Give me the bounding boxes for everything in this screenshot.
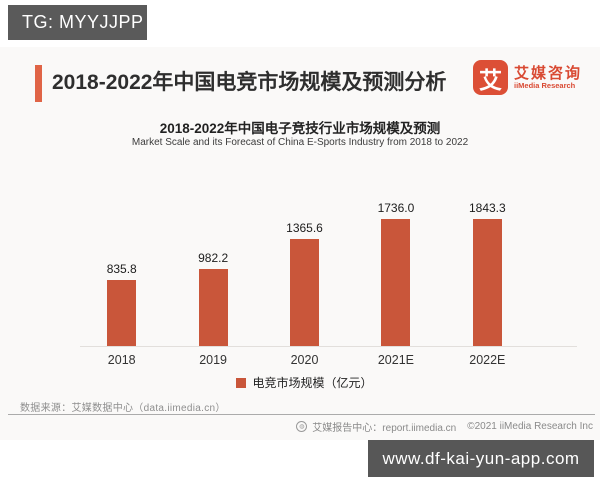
watermark-badge: www.df-kai-yun-app.com: [368, 440, 594, 477]
chart-title: 2018-2022年中国电子竞技行业市场规模及预测: [159, 121, 441, 136]
page-title-row: 2018-2022年中国电竞市场规模及预测分析: [35, 62, 446, 104]
iimedia-logo: 艾 艾媒咨询 iiMedia Research: [472, 60, 582, 95]
bar: [472, 219, 502, 346]
footer-divider: [8, 414, 595, 415]
chart-plot: 835.8 982.2 1365.6 1736.0 1843.3: [76, 201, 533, 346]
title-accent-bar: [35, 65, 42, 102]
x-axis-tick-label: 2018: [107, 353, 136, 367]
x-axis-tick-label: 2021E: [377, 353, 414, 367]
bar-value-label: 835.8: [106, 262, 137, 276]
report-center-text: 艾媒报告中心：report.iimedia.cn: [312, 423, 457, 434]
x-axis-tick-label: 2022E: [469, 353, 506, 367]
chart-legend: 电竞市场规模（亿元）: [76, 374, 533, 391]
bar-group-2021E: 1736.0: [350, 201, 441, 346]
bar-group-2019: 982.2: [167, 201, 258, 346]
x-axis-line: [80, 346, 577, 347]
chart-subtitle: Market Scale and its Forecast of China E…: [131, 137, 469, 148]
globe-icon: ◍: [296, 421, 308, 432]
iimedia-logo-name-cn: 艾媒咨询: [513, 64, 582, 82]
iimedia-logo-text: 艾媒咨询 iiMedia Research: [514, 65, 582, 91]
bar-value-label: 1843.3: [468, 201, 506, 215]
copyright-text: ©2021 iiMedia Research Inc: [467, 421, 593, 432]
bar-value-label: 1365.6: [286, 221, 323, 235]
x-axis-tick-label: 2020: [290, 353, 319, 367]
bar: [381, 219, 411, 346]
bar-value-label: 1736.0: [377, 201, 415, 215]
bar: [198, 269, 228, 346]
iimedia-logo-icon: 艾: [472, 60, 508, 95]
bar-group-2020: 1365.6: [259, 201, 350, 346]
bar: [107, 280, 137, 346]
footer-report-info: ◍ 艾媒报告中心：report.iimedia.cn ©2021 iiMedia…: [296, 419, 593, 434]
x-axis-labels: 2018 2019 2020 2021E 2022E: [76, 353, 533, 367]
tg-contact-text: TG: MYYJJPP: [22, 12, 144, 32]
watermark-url: www.df-kai-yun-app.com: [382, 448, 580, 468]
x-axis-tick-label: 2019: [199, 353, 228, 367]
bar-group-2018: 835.8: [76, 201, 167, 346]
data-source-note: 数据来源：艾媒数据中心（data.iimedia.cn）: [20, 403, 226, 414]
bar-value-label: 982.2: [198, 251, 229, 265]
report-card: 2018-2022年中国电竞市场规模及预测分析 艾 艾媒咨询 iiMedia R…: [0, 47, 600, 440]
iimedia-logo-name-en: iiMedia Research: [513, 80, 576, 90]
legend-swatch: [236, 377, 247, 388]
tg-contact-badge: TG: MYYJJPP: [8, 5, 147, 40]
bar-group-2022E: 1843.3: [442, 201, 533, 346]
legend-label: 电竞市场规模（亿元）: [252, 376, 373, 390]
page-title: 2018-2022年中国电竞市场规模及预测分析: [52, 71, 447, 94]
bar: [290, 239, 320, 346]
